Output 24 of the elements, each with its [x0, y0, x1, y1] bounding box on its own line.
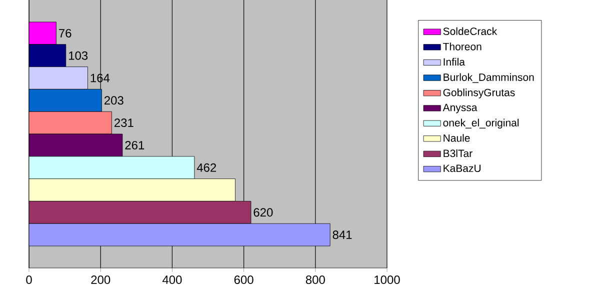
x-tick-label: 200 [91, 276, 110, 284]
data-label: 103 [68, 51, 88, 60]
data-label: 462 [196, 163, 216, 172]
legend-label: B3lTar [444, 149, 472, 158]
legend-label: GoblinsyGrutas [443, 88, 515, 98]
legend-label: KaBazU [444, 164, 481, 172]
legend-label: SoldeCrack [443, 27, 498, 36]
data-label: 841 [332, 230, 352, 240]
data-label: 231 [114, 118, 134, 128]
legend-label: Burlok_Damminson [444, 73, 534, 83]
x-tick-label: 600 [234, 276, 254, 284]
data-label: 76 [59, 28, 72, 38]
x-tick-label: 800 [306, 276, 325, 284]
x-tick-label: 0 [26, 276, 32, 284]
data-label: 261 [125, 140, 144, 150]
legend-label: Anyssa [442, 104, 478, 114]
legend-label: onek_el_original [443, 118, 519, 129]
data-label: 620 [254, 208, 273, 217]
x-tick-label: 400 [162, 276, 182, 284]
x-tick-label: 1000 [374, 276, 400, 284]
legend-label: Naule [444, 134, 470, 142]
legend-label: Infila [444, 58, 465, 66]
legend-label: Thoreon [443, 42, 482, 50]
data-label: 203 [104, 96, 124, 105]
